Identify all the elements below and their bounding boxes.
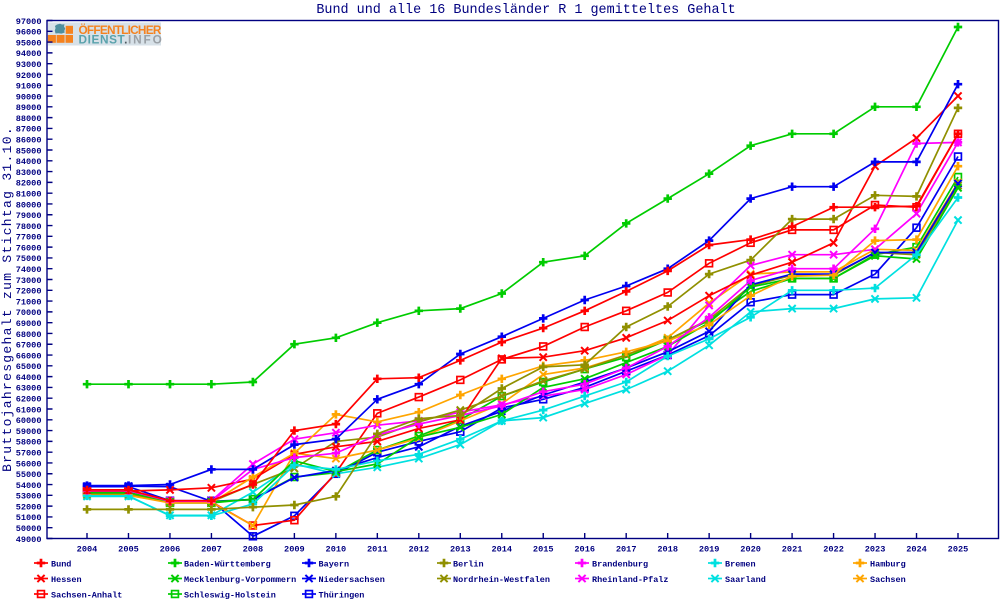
svg-text:56000: 56000: [16, 459, 42, 469]
svg-text:Mecklenburg-Vorpommern: Mecklenburg-Vorpommern: [184, 575, 296, 585]
svg-text:2022: 2022: [823, 545, 844, 555]
svg-text:93000: 93000: [16, 60, 42, 70]
svg-text:63000: 63000: [16, 384, 42, 394]
svg-text:60000: 60000: [16, 416, 42, 426]
svg-text:84000: 84000: [16, 157, 42, 167]
svg-text:49000: 49000: [16, 535, 42, 545]
svg-text:64000: 64000: [16, 373, 42, 383]
svg-text:2011: 2011: [367, 545, 388, 555]
svg-text:97000: 97000: [16, 17, 42, 27]
svg-text:74000: 74000: [16, 265, 42, 275]
svg-text:66000: 66000: [16, 351, 42, 361]
svg-text:76000: 76000: [16, 243, 42, 253]
svg-text:71000: 71000: [16, 297, 42, 307]
svg-text:61000: 61000: [16, 405, 42, 415]
svg-text:94000: 94000: [16, 49, 42, 59]
svg-text:75000: 75000: [16, 254, 42, 264]
svg-text:Sachsen: Sachsen: [870, 575, 906, 585]
svg-text:2013: 2013: [450, 545, 471, 555]
svg-text:85000: 85000: [16, 146, 42, 156]
svg-text:2014: 2014: [491, 545, 512, 555]
svg-text:69000: 69000: [16, 319, 42, 329]
svg-text:78000: 78000: [16, 222, 42, 232]
svg-text:83000: 83000: [16, 168, 42, 178]
svg-text:2016: 2016: [574, 545, 595, 555]
svg-text:53000: 53000: [16, 492, 42, 502]
svg-text:2006: 2006: [160, 545, 181, 555]
svg-text:2007: 2007: [201, 545, 222, 555]
svg-text:65000: 65000: [16, 362, 42, 372]
svg-text:2010: 2010: [326, 545, 347, 555]
svg-text:90000: 90000: [16, 92, 42, 102]
svg-text:2005: 2005: [118, 545, 139, 555]
svg-text:2009: 2009: [284, 545, 305, 555]
svg-text:2004: 2004: [77, 545, 98, 555]
svg-text:2019: 2019: [699, 545, 720, 555]
svg-text:51000: 51000: [16, 513, 42, 523]
svg-text:79000: 79000: [16, 211, 42, 221]
svg-text:88000: 88000: [16, 114, 42, 124]
svg-text:62000: 62000: [16, 395, 42, 405]
svg-text:Sachsen-Anhalt: Sachsen-Anhalt: [51, 590, 122, 600]
svg-text:Thüringen: Thüringen: [319, 590, 365, 600]
svg-text:Hamburg: Hamburg: [870, 559, 906, 569]
svg-text:2018: 2018: [657, 545, 678, 555]
svg-text:DIENST.INFO: DIENST.INFO: [79, 32, 164, 46]
svg-text:57000: 57000: [16, 448, 42, 458]
svg-text:ÖFFENTLICHER: ÖFFENTLICHER: [79, 23, 162, 37]
svg-text:68000: 68000: [16, 330, 42, 340]
svg-text:2008: 2008: [243, 545, 264, 555]
svg-text:73000: 73000: [16, 276, 42, 286]
svg-text:82000: 82000: [16, 179, 42, 189]
svg-text:80000: 80000: [16, 200, 42, 210]
svg-text:Saarland: Saarland: [725, 575, 766, 585]
svg-text:Berlin: Berlin: [453, 559, 484, 569]
svg-text:70000: 70000: [16, 308, 42, 318]
svg-text:50000: 50000: [16, 524, 42, 534]
svg-text:92000: 92000: [16, 71, 42, 81]
svg-text:87000: 87000: [16, 125, 42, 135]
svg-text:Bund und alle 16 Bundesländer: Bund und alle 16 Bundesländer R 1 gemitt…: [316, 3, 735, 18]
svg-text:81000: 81000: [16, 189, 42, 199]
svg-text:2012: 2012: [408, 545, 429, 555]
svg-text:72000: 72000: [16, 287, 42, 297]
svg-text:Schleswig-Holstein: Schleswig-Holstein: [184, 590, 276, 600]
svg-text:2025: 2025: [948, 545, 969, 555]
svg-text:2020: 2020: [740, 545, 761, 555]
svg-text:Bruttojahresgehalt zum Stichta: Bruttojahresgehalt zum Stichtag 31.10.: [0, 126, 15, 472]
svg-text:2015: 2015: [533, 545, 554, 555]
svg-text:54000: 54000: [16, 481, 42, 491]
svg-text:Hessen: Hessen: [51, 575, 82, 585]
svg-text:59000: 59000: [16, 427, 42, 437]
svg-text:Niedersachsen: Niedersachsen: [319, 575, 385, 585]
svg-text:96000: 96000: [16, 28, 42, 38]
svg-text:2024: 2024: [906, 545, 927, 555]
svg-text:91000: 91000: [16, 82, 42, 92]
svg-text:95000: 95000: [16, 38, 42, 48]
svg-text:67000: 67000: [16, 341, 42, 351]
svg-text:Bayern: Bayern: [319, 559, 350, 569]
svg-text:58000: 58000: [16, 438, 42, 448]
svg-text:Bremen: Bremen: [725, 559, 756, 569]
svg-text:Nordrhein-Westfalen: Nordrhein-Westfalen: [453, 575, 550, 585]
svg-text:Brandenburg: Brandenburg: [592, 559, 648, 569]
svg-text:52000: 52000: [16, 502, 42, 512]
svg-text:2023: 2023: [865, 545, 886, 555]
svg-text:2017: 2017: [616, 545, 637, 555]
svg-text:77000: 77000: [16, 233, 42, 243]
svg-text:55000: 55000: [16, 470, 42, 480]
svg-text:Baden-Württemberg: Baden-Württemberg: [184, 559, 271, 569]
svg-text:Rheinland-Pfalz: Rheinland-Pfalz: [592, 575, 669, 585]
svg-text:86000: 86000: [16, 136, 42, 146]
svg-text:89000: 89000: [16, 103, 42, 113]
svg-text:2021: 2021: [782, 545, 803, 555]
svg-text:Bund: Bund: [51, 559, 71, 569]
